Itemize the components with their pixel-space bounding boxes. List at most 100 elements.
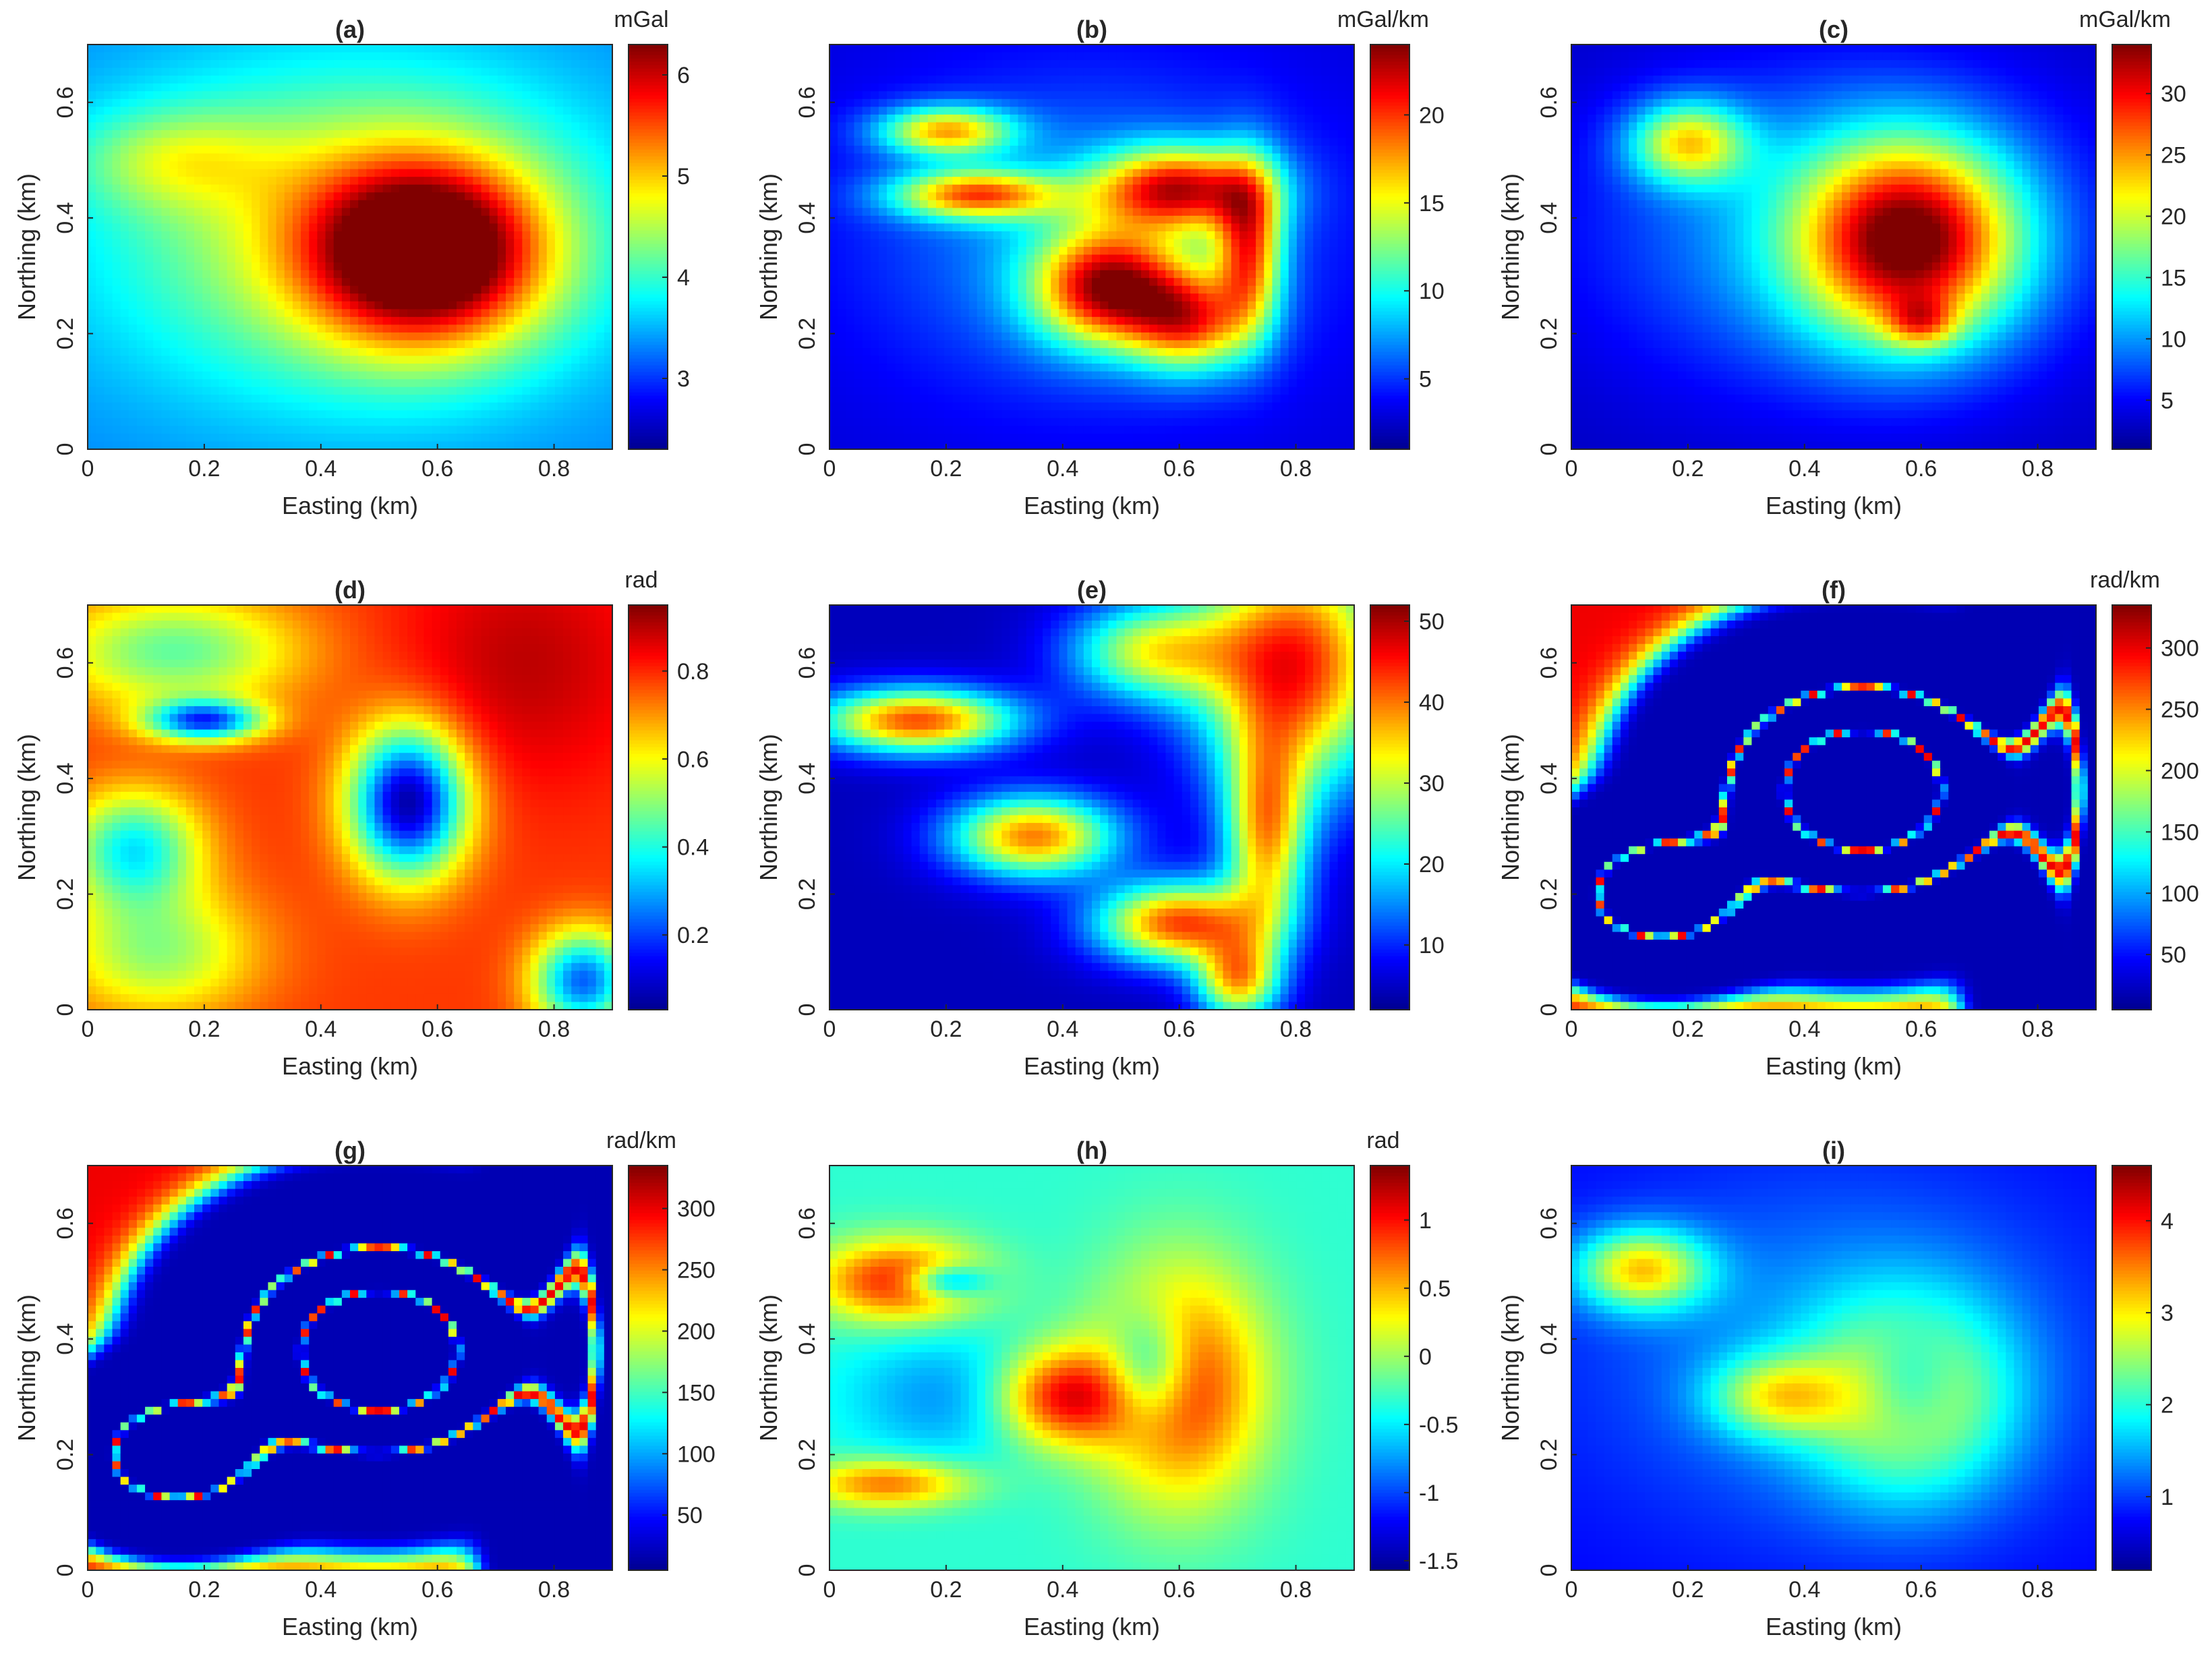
heatmap-cell xyxy=(276,185,285,193)
heatmap-cell xyxy=(194,239,203,247)
heatmap-cell xyxy=(137,293,146,302)
heatmap-cell xyxy=(326,426,334,434)
heatmap-cell xyxy=(342,410,351,418)
heatmap-cell xyxy=(424,208,432,216)
heatmap-cell xyxy=(170,154,179,162)
heatmap-cell xyxy=(944,177,953,185)
heatmap-cell xyxy=(579,177,588,185)
heatmap-cell xyxy=(285,309,293,317)
heatmap-cell xyxy=(194,262,203,270)
heatmap-cell xyxy=(415,364,424,372)
heatmap-cell xyxy=(928,76,937,84)
heatmap-cell xyxy=(227,200,236,208)
heatmap-cell xyxy=(358,84,367,92)
heatmap-cell xyxy=(96,45,105,53)
heatmap-cell xyxy=(448,309,457,317)
heatmap-cell xyxy=(993,122,1002,130)
heatmap-cell xyxy=(407,441,416,449)
heatmap-cell xyxy=(1190,60,1199,68)
heatmap-cell xyxy=(1108,84,1117,92)
heatmap-cell xyxy=(506,84,515,92)
heatmap-cell xyxy=(1092,192,1101,200)
heatmap-cell xyxy=(285,255,293,263)
heatmap-cell xyxy=(1026,53,1035,61)
heatmap-cell xyxy=(186,185,195,193)
heatmap-cell xyxy=(326,223,334,231)
heatmap-cell xyxy=(522,364,531,372)
heatmap-cell xyxy=(407,223,416,231)
heatmap-cell xyxy=(563,426,572,434)
heatmap-cell xyxy=(1313,200,1322,208)
heatmap-cell xyxy=(571,434,580,442)
heatmap-cell xyxy=(514,372,523,380)
heatmap-cell xyxy=(1289,68,1298,76)
heatmap-cell xyxy=(383,122,392,130)
heatmap-cell xyxy=(830,161,838,169)
heatmap-cell xyxy=(604,395,613,403)
heatmap-cell xyxy=(96,53,105,61)
colorbar-segment xyxy=(629,432,668,436)
heatmap-cell xyxy=(309,270,318,279)
heatmap-cell xyxy=(1133,177,1142,185)
heatmap-cell xyxy=(104,68,113,76)
heatmap-cell xyxy=(243,185,252,193)
heatmap-cell xyxy=(1256,99,1264,107)
heatmap-cell xyxy=(1125,76,1134,84)
heatmap-cell xyxy=(366,122,375,130)
heatmap-cell xyxy=(887,138,896,146)
heatmap-cell xyxy=(260,293,268,302)
heatmap-cell xyxy=(530,410,539,418)
heatmap-cell xyxy=(243,208,252,216)
heatmap-cell xyxy=(1338,200,1347,208)
heatmap-cell xyxy=(571,302,580,310)
heatmap-cell xyxy=(309,169,318,177)
heatmap-cell xyxy=(498,441,506,449)
heatmap-cell xyxy=(374,192,383,200)
heatmap-cell xyxy=(326,270,334,279)
colorbar-segment xyxy=(629,82,668,86)
heatmap-cell xyxy=(448,317,457,325)
heatmap-cell xyxy=(440,138,449,146)
heatmap-cell xyxy=(350,138,359,146)
heatmap-cell xyxy=(871,107,879,115)
colorbar-segment xyxy=(629,274,668,278)
heatmap-cell xyxy=(161,216,170,224)
heatmap-cell xyxy=(903,161,912,169)
heatmap-cell xyxy=(1149,99,1158,107)
heatmap-cell xyxy=(96,247,105,255)
heatmap-cell xyxy=(539,154,548,162)
heatmap-cell xyxy=(555,418,564,426)
heatmap-cell xyxy=(1141,169,1150,177)
heatmap-cell xyxy=(252,410,260,418)
colorbar-segment xyxy=(629,95,668,99)
heatmap-cell xyxy=(301,364,310,372)
heatmap-cell xyxy=(210,231,219,239)
heatmap-cell xyxy=(391,317,400,325)
heatmap-cell xyxy=(276,348,285,356)
colorbar-segment xyxy=(629,200,668,204)
heatmap-cell xyxy=(161,333,170,341)
heatmap-cell xyxy=(952,76,961,84)
heatmap-cell xyxy=(1100,91,1109,99)
heatmap-cell xyxy=(383,309,392,317)
heatmap-cell xyxy=(571,324,580,333)
heatmap-cell xyxy=(1001,130,1010,138)
heatmap-cell xyxy=(342,302,351,310)
heatmap-cell xyxy=(268,208,276,216)
heatmap-cell xyxy=(1092,223,1101,231)
heatmap-cell xyxy=(846,60,854,68)
heatmap-cell xyxy=(243,418,252,426)
heatmap-cell xyxy=(293,255,301,263)
heatmap-cell xyxy=(579,130,588,138)
heatmap-cell xyxy=(112,364,121,372)
heatmap-cell xyxy=(161,231,170,239)
heatmap-cell xyxy=(1289,200,1298,208)
heatmap-cell xyxy=(219,130,228,138)
heatmap-cell xyxy=(186,379,195,387)
heatmap-cell xyxy=(596,418,605,426)
heatmap-cell xyxy=(1116,99,1125,107)
heatmap-cell xyxy=(457,146,465,154)
heatmap-cell xyxy=(895,185,904,193)
heatmap-cell xyxy=(473,185,482,193)
heatmap-cell xyxy=(170,333,179,341)
